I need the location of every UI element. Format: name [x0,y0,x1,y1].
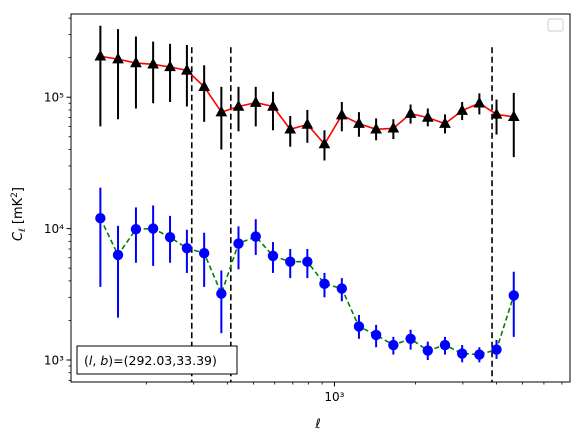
data-point [335,108,348,120]
data-point [198,247,210,259]
data-point [421,111,434,122]
data-point [164,60,176,72]
data-point [474,349,485,360]
data-point [456,348,468,359]
annotation-box [76,345,238,375]
x-tick-label: 10³ [324,390,344,404]
data-series [94,25,520,363]
data-point [439,339,451,351]
x-axis-label: ℓ [314,417,320,432]
data-point [249,96,262,107]
data-point [507,110,520,121]
data-point [147,223,159,234]
data-point [147,57,159,69]
series-1 [94,25,520,161]
data-point [491,344,502,355]
data-point [94,49,107,61]
y-tick-label: 10⁴ [44,222,64,236]
annotation: (l, b)=(292.03,33.39) [76,345,238,375]
data-point [284,122,297,134]
data-point [319,278,330,290]
series-2 [95,187,519,363]
data-point [353,117,365,128]
data-point [336,283,348,294]
data-point [233,238,244,249]
data-point [370,329,382,341]
data-point [250,231,261,242]
annotation-text: (l, b)=(292.03,33.39) [84,353,217,368]
y-tick-label: 10⁵ [44,91,64,105]
legend-box [547,18,564,32]
data-point [353,321,365,332]
data-point [181,242,193,254]
data-point [267,100,279,111]
data-point [198,80,211,92]
data-point [302,256,313,267]
data-point [508,290,519,301]
data-point [405,333,416,344]
legend [547,18,564,32]
data-point [387,121,400,133]
data-point [301,118,314,129]
vertical-lines [190,47,493,382]
data-point [215,105,228,117]
y-axis-ticks: 10³ 10⁴ 10⁵ [44,17,71,381]
plot-frame [70,13,571,383]
data-point [456,104,468,115]
data-point [285,256,296,267]
data-point [216,288,227,299]
y-axis-label: Cℓ [mK2] [10,187,28,241]
data-point [112,249,124,261]
data-point [422,345,433,356]
data-point [388,339,399,351]
x-axis-ticks: 10³ [145,382,563,404]
y-tick-label: 10³ [44,353,64,367]
axes-frame [70,13,571,383]
data-point [164,232,176,243]
data-point [473,96,486,108]
data-point [439,117,451,128]
data-point [267,250,279,262]
data-point [95,213,106,224]
data-point [404,107,417,118]
data-point [370,122,382,134]
series-line [99,217,515,356]
data-point [130,223,142,235]
data-point [490,107,503,119]
data-point [130,56,142,68]
data-point [318,137,331,149]
data-point [232,100,245,111]
data-point [112,52,124,64]
data-point [181,63,193,75]
